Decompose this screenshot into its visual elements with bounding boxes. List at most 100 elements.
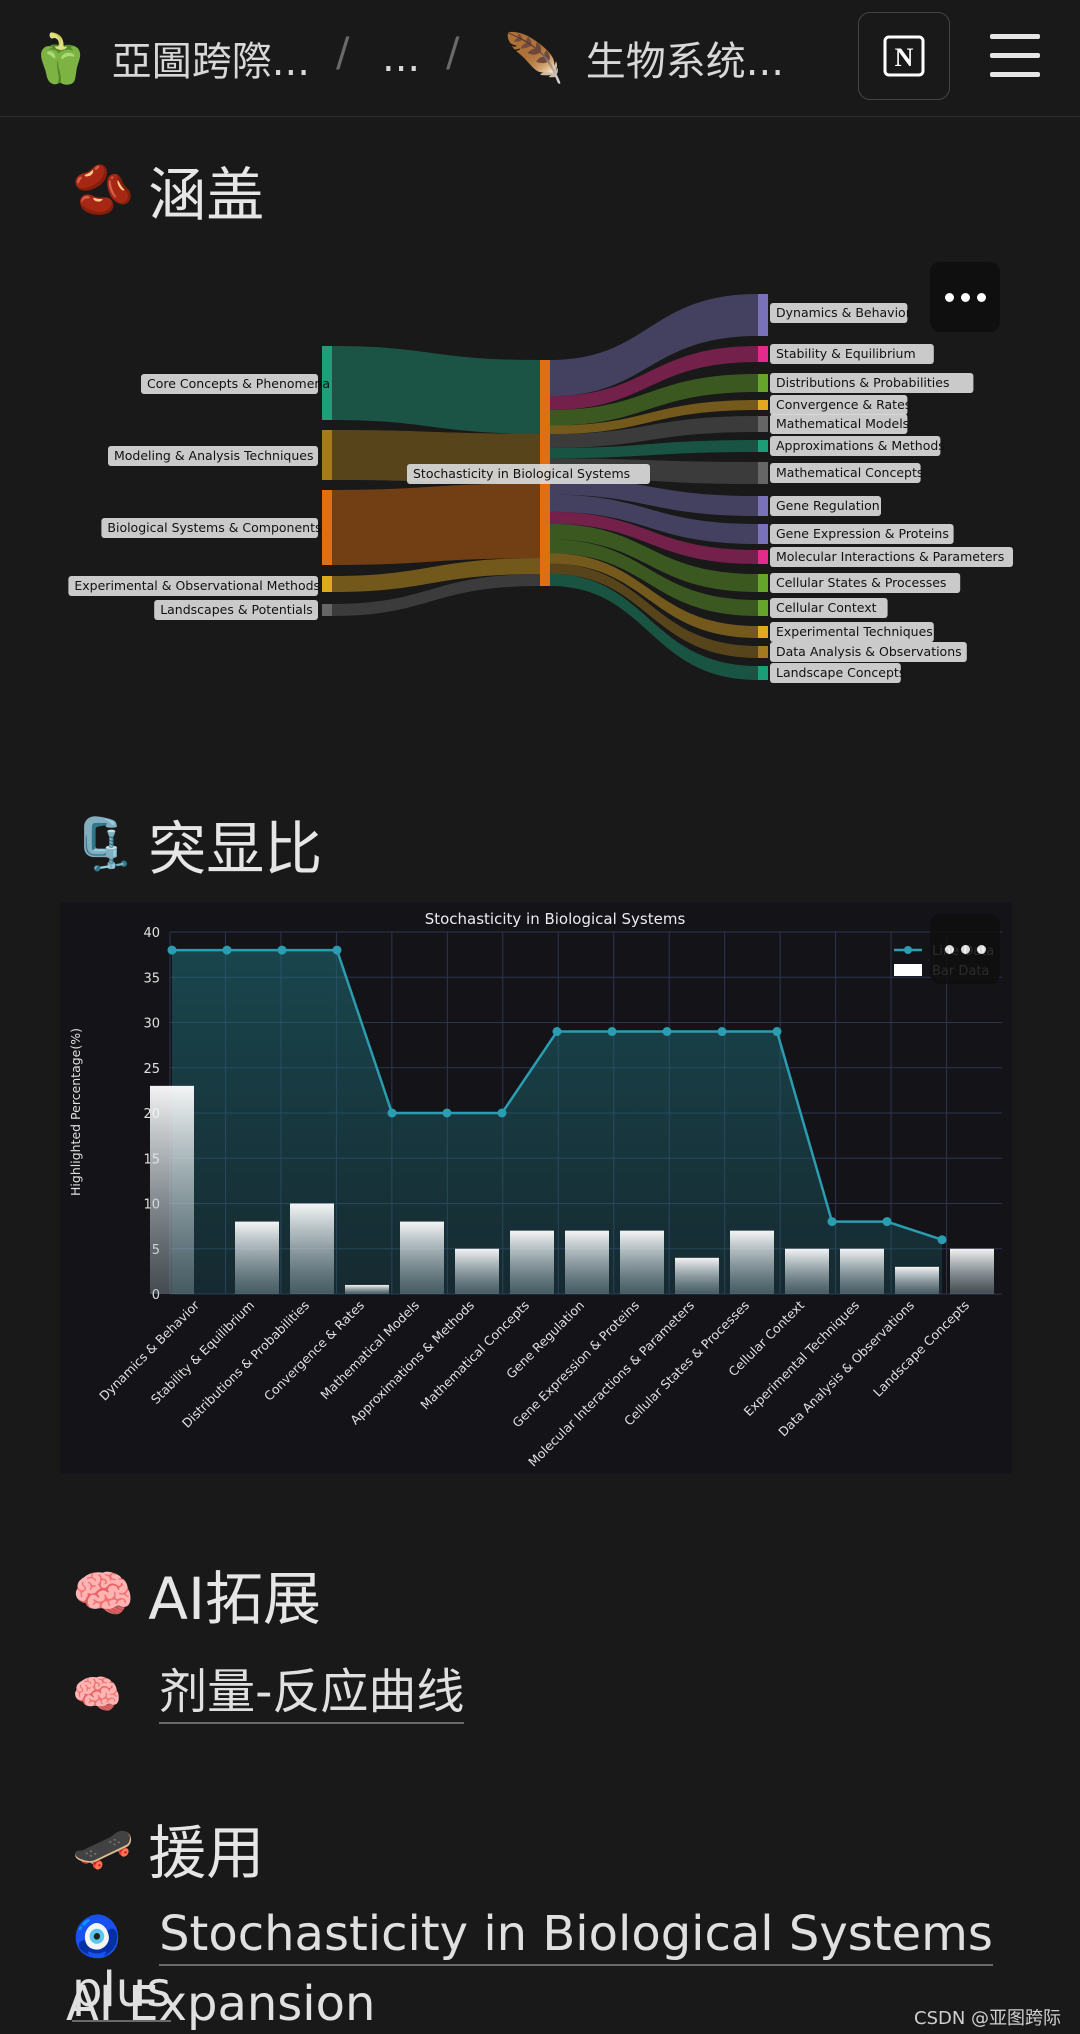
sankey-node-label: Cellular Context: [770, 598, 888, 618]
sankey-link: [550, 539, 758, 616]
bar: [400, 1221, 444, 1294]
sankey-node-label: Stochasticity in Biological Systems: [407, 464, 650, 484]
label-box: [770, 663, 901, 683]
section-heading-highlight: 🗜️ 突显比: [72, 802, 322, 886]
sankey-link: [550, 494, 758, 544]
line-point: [937, 1235, 947, 1245]
line-point: [167, 945, 177, 955]
heading-text: 涵盖: [148, 161, 265, 229]
section-heading-cite: 🛹 援用: [72, 1806, 264, 1890]
label-box: [108, 446, 318, 466]
breadcrumb-item-current[interactable]: 🪶 生物系统...: [504, 28, 784, 88]
y-tick-label: 30: [143, 1017, 160, 1032]
cite-link-continued[interactable]: AI Expansion: [66, 1976, 375, 2032]
y-tick-label: 40: [143, 926, 160, 941]
y-tick-label: 25: [143, 1062, 160, 1077]
x-tick-label: Mathematical Concepts: [417, 1298, 532, 1413]
sankey-link: [332, 558, 540, 592]
label-box: [770, 436, 941, 456]
label-text: Landscape Concepts: [776, 665, 905, 680]
sankey-node-label: Molecular Interactions & Parameters: [770, 547, 1013, 567]
heading-text: AI拓展: [148, 1565, 322, 1633]
bar: [895, 1266, 939, 1294]
heading-text: 突显比: [148, 815, 323, 883]
label-text: Gene Expression & Proteins: [776, 526, 949, 541]
x-tick-label: Experimental Techniques: [741, 1298, 862, 1419]
sankey-node-label: Distributions & Probabilities: [770, 373, 974, 393]
x-tick-label: Stability & Equilibrium: [148, 1298, 257, 1407]
breadcrumb-label: ...: [382, 35, 421, 81]
sankey-node-label: Modeling & Analysis Techniques: [108, 446, 318, 466]
label-text: Mathematical Models: [776, 416, 909, 431]
line-point: [497, 1108, 507, 1118]
sankey-node: [758, 416, 768, 432]
sankey-node-label: Biological Systems & Components: [101, 518, 322, 538]
x-tick-label: Dynamics & Behavior: [96, 1297, 203, 1404]
heading-text: 援用: [148, 1819, 265, 1887]
brain-icon: 🧠: [72, 1564, 135, 1623]
label-box: [770, 414, 908, 434]
ai-link[interactable]: 🧠 剂量-反应曲线: [72, 1652, 465, 1724]
cite-link-text[interactable]: AI Expansion: [66, 1976, 376, 2032]
label-box: [68, 576, 319, 596]
bar: [455, 1248, 499, 1294]
cite-link[interactable]: 🧿 Stochasticity in Biological Systems pl…: [72, 1906, 1080, 2022]
line-point: [277, 945, 287, 955]
sankey-node: [758, 574, 768, 592]
line-point: [552, 1027, 562, 1037]
sankey-link: [332, 483, 540, 565]
label-text: Convergence & Rates: [776, 397, 911, 412]
label-text: Cellular Context: [776, 600, 877, 615]
sankey-node-label: Landscapes & Potentials: [154, 600, 318, 620]
breadcrumb-item-ellipsis[interactable]: ...: [382, 28, 420, 88]
sankey-node: [758, 346, 768, 362]
label-box: [770, 303, 908, 323]
label-text: Core Concepts & Phenomena: [147, 376, 330, 391]
sankey-node: [758, 496, 768, 516]
breadcrumb-separator: /: [336, 30, 350, 76]
bar: [510, 1230, 554, 1294]
breadcrumb-label: 生物系统...: [585, 39, 784, 85]
chart-container: 0510152025303540Dynamics & BehaviorStabi…: [60, 902, 1012, 1474]
bar: [840, 1248, 884, 1294]
ai-link-text[interactable]: 剂量-反应曲线: [159, 1664, 465, 1724]
sankey-link: [550, 416, 758, 448]
sankey-node: [758, 524, 768, 544]
label-box: [770, 573, 961, 593]
chart-more-options-button[interactable]: [930, 914, 1000, 984]
sankey-link: [550, 294, 758, 397]
sankey-node-label: Experimental & Observational Methods: [68, 576, 320, 596]
line-point: [387, 1108, 397, 1118]
label-box: [770, 622, 934, 642]
skateboard-icon: 🛹: [72, 1818, 135, 1877]
label-box: [770, 642, 967, 662]
sankey-node-label: Mathematical Models: [770, 414, 909, 434]
sankey-node: [758, 440, 768, 452]
sankey-link: [550, 573, 758, 680]
label-text: Cellular States & Processes: [776, 575, 946, 590]
sankey-node: [758, 626, 768, 638]
line-point: [662, 1027, 672, 1037]
label-box: [154, 600, 318, 620]
label-text: Dynamics & Behavior: [776, 305, 912, 320]
sankey-link: [332, 574, 540, 616]
breadcrumb-item-workspace[interactable]: 🫑 亞圖跨際...: [30, 28, 310, 88]
cite-link-text[interactable]: Stochasticity in Biological Systems plus: [72, 1906, 993, 2022]
sankey-node-label: Gene Expression & Proteins: [770, 524, 954, 544]
sankey-link: [550, 400, 758, 435]
evil-eye-icon: 🧿: [72, 1914, 122, 1960]
more-options-button[interactable]: [930, 262, 1000, 332]
label-text: Stochasticity in Biological Systems: [413, 466, 630, 481]
sankey-link: [550, 563, 758, 658]
bar: [290, 1203, 334, 1294]
notion-button[interactable]: N: [858, 12, 950, 100]
y-tick-label: 35: [143, 971, 160, 986]
bar: [675, 1257, 719, 1294]
label-text: Experimental & Observational Methods: [74, 578, 320, 593]
label-text: Stability & Equilibrium: [776, 346, 916, 361]
label-box: [101, 518, 319, 538]
bar: [620, 1230, 664, 1294]
menu-icon[interactable]: [990, 34, 1040, 78]
line-point: [442, 1108, 452, 1118]
line-point: [607, 1027, 617, 1037]
